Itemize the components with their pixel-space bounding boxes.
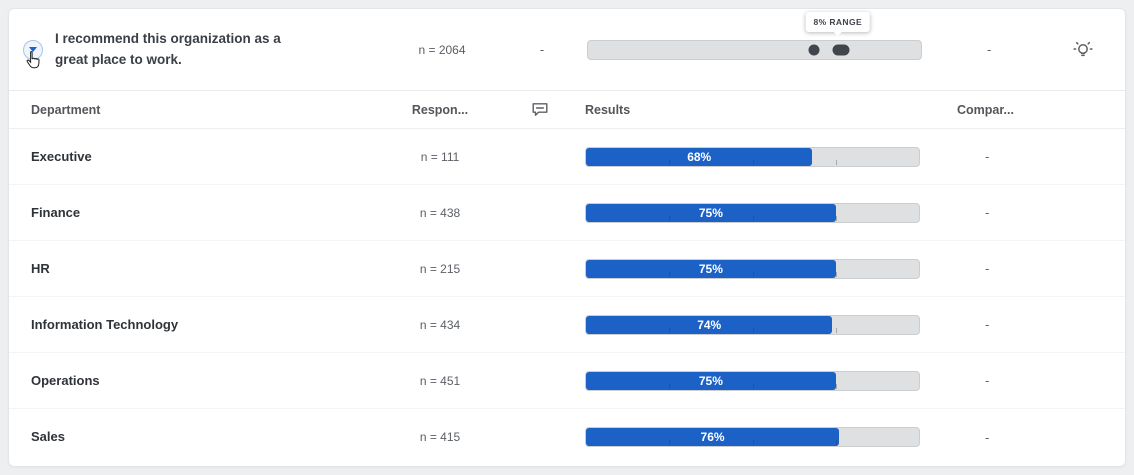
result-bar[interactable]: 76% [585, 427, 920, 447]
result-bar[interactable]: 75% [585, 202, 920, 223]
bar-tick [669, 215, 671, 221]
result-bar-fill: 76% [586, 428, 840, 446]
table-row[interactable]: Sales n = 415 76% - [9, 409, 1125, 465]
bar-tick [835, 159, 837, 165]
result-bar-fill: 75% [586, 259, 836, 278]
comparison-value: - [985, 373, 990, 388]
table-header: Department Respon... Results Compar... [9, 91, 1125, 129]
responses-value: n = 215 [419, 261, 461, 276]
range-dot-min [808, 44, 820, 55]
responses-value: n = 415 [419, 430, 461, 444]
bar-tick [752, 327, 754, 333]
result-bar-label: 74% [697, 317, 722, 332]
chevron-down-icon [29, 47, 37, 52]
result-bar-fill: 74% [586, 315, 833, 334]
result-bar-label: 68% [687, 149, 712, 164]
responses-value: n = 434 [419, 317, 461, 332]
comparison-value: - [985, 429, 990, 445]
result-bar[interactable]: 75% [585, 258, 920, 279]
result-bar-label: 75% [698, 261, 723, 276]
bar-tick [752, 215, 754, 221]
header-comments[interactable] [495, 102, 585, 117]
table-row[interactable]: Operations n = 451 75% - [9, 353, 1125, 409]
table-body: Executive n = 111 68% - Finance n = 438 [9, 129, 1125, 465]
bar-tick [669, 271, 671, 277]
responses-value: n = 111 [420, 149, 460, 164]
result-bar-label: 75% [698, 373, 723, 388]
expand-control [23, 39, 43, 68]
department-label: Sales [31, 429, 65, 444]
bar-tick [752, 440, 754, 445]
bar-tick [669, 383, 671, 389]
department-label: Executive [31, 148, 92, 164]
table-row[interactable]: Finance n = 438 75% - [9, 185, 1125, 241]
result-bar[interactable]: 68% [585, 146, 920, 167]
department-label: Information Technology [31, 316, 179, 332]
bar-tick [835, 271, 837, 277]
table-row[interactable]: Information Technology n = 434 74% - [9, 297, 1125, 353]
hand-pointer-cursor [26, 50, 40, 68]
question-comparison-dash: - [987, 42, 992, 57]
result-bar-fill: 68% [586, 147, 813, 166]
bar-tick [669, 159, 671, 165]
bar-tick [835, 440, 837, 445]
range-dot-max [832, 44, 850, 55]
department-label: Operations [31, 372, 100, 388]
bar-tick [835, 215, 837, 221]
question-responses: n = 2064 [418, 42, 466, 57]
comparison-value: - [985, 261, 990, 276]
insights-button[interactable] [1071, 38, 1095, 62]
bar-tick [752, 383, 754, 389]
question-row: I recommend this organization as a great… [9, 9, 1125, 91]
header-responses: Respon... [411, 102, 469, 117]
question-text: I recommend this organization as a great… [55, 31, 281, 67]
result-bar-label: 75% [698, 205, 723, 220]
comparison-value: - [985, 205, 990, 220]
department-label: Finance [31, 204, 81, 220]
result-bar-fill: 75% [586, 203, 836, 222]
range-tooltip: 8% RANGE [805, 11, 871, 36]
table-row[interactable]: HR n = 215 75% - [9, 241, 1125, 297]
result-bar-fill: 75% [586, 371, 836, 390]
range-slider[interactable]: 8% RANGE [587, 11, 922, 60]
result-bar-label: 76% [700, 430, 725, 444]
comparison-value: - [985, 149, 990, 164]
header-comparison: Compar... [957, 102, 1014, 117]
result-bar[interactable]: 74% [585, 314, 920, 335]
comparison-value: - [985, 317, 990, 332]
header-department: Department [31, 102, 101, 117]
bar-tick [752, 159, 754, 165]
header-results: Results [585, 102, 631, 117]
department-label: HR [31, 260, 50, 276]
table-row[interactable]: Executive n = 111 68% - [9, 129, 1125, 185]
bar-tick [669, 327, 671, 333]
bar-tick [752, 271, 754, 277]
bar-tick [835, 327, 837, 333]
comment-icon [532, 103, 548, 116]
bar-tick [669, 440, 671, 445]
responses-value: n = 451 [419, 373, 461, 388]
responses-value: n = 438 [419, 205, 461, 220]
bar-tick [835, 383, 837, 389]
lightbulb-icon [1073, 41, 1093, 56]
question-text-col: I recommend this organization as a great… [55, 29, 387, 70]
question-score-dash: - [539, 42, 545, 57]
result-bar[interactable]: 75% [585, 370, 920, 391]
survey-results-card: I recommend this organization as a great… [8, 8, 1126, 467]
